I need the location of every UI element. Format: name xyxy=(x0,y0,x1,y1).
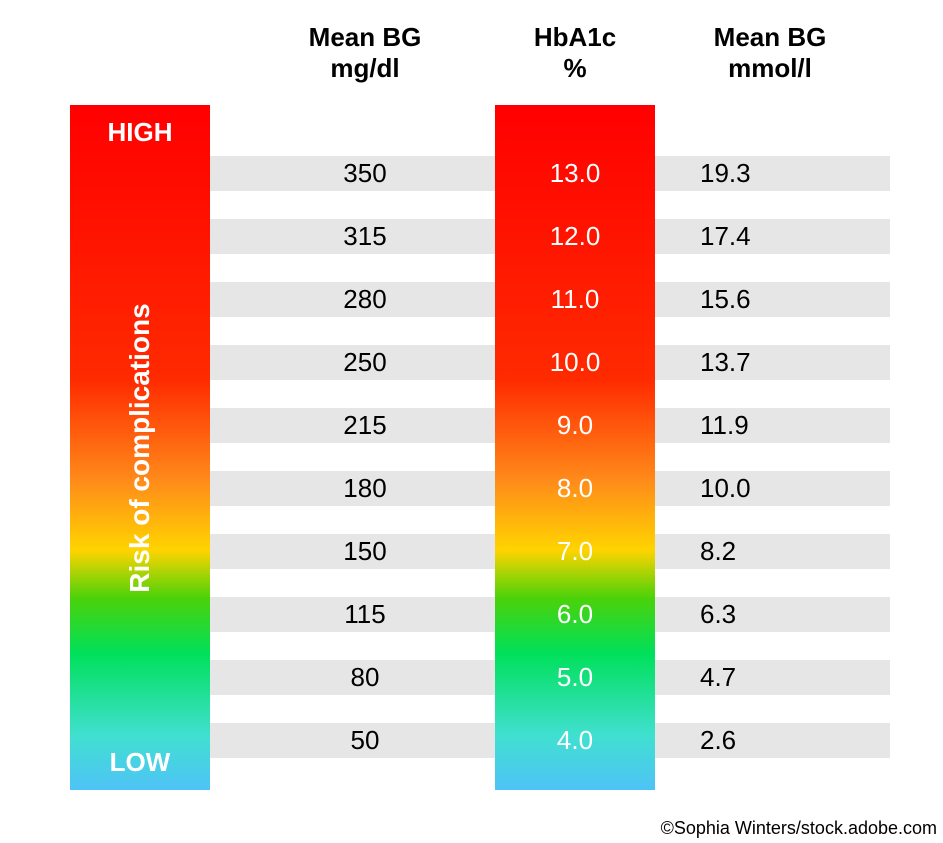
cell-mmol: 11.9 xyxy=(680,410,860,441)
cell-mgdl: 180 xyxy=(280,473,450,504)
header-mmol: Mean BG mmol/l xyxy=(680,22,860,84)
cell-mgdl: 250 xyxy=(280,347,450,378)
cell-hba1c: 12.0 xyxy=(495,221,655,252)
cell-hba1c: 10.0 xyxy=(495,347,655,378)
cell-mgdl: 315 xyxy=(280,221,450,252)
cell-mmol: 19.3 xyxy=(680,158,860,189)
header-mmol-l2: mmol/l xyxy=(680,53,860,84)
cell-mgdl: 350 xyxy=(280,158,450,189)
cell-mmol: 15.6 xyxy=(680,284,860,315)
chart-root: Mean BG mg/dl HbA1c % Mean BG mmol/l HIG… xyxy=(0,0,943,843)
cell-mgdl: 80 xyxy=(280,662,450,693)
cell-hba1c: 9.0 xyxy=(495,410,655,441)
cell-mmol: 8.2 xyxy=(680,536,860,567)
cell-mmol: 6.3 xyxy=(680,599,860,630)
header-mgdl-l1: Mean BG xyxy=(280,22,450,53)
header-hba1c-l1: HbA1c xyxy=(495,22,655,53)
cell-mgdl: 150 xyxy=(280,536,450,567)
risk-label-high: HIGH xyxy=(70,117,210,148)
header-mgdl-l2: mg/dl xyxy=(280,53,450,84)
cell-mmol: 10.0 xyxy=(680,473,860,504)
header-hba1c-l2: % xyxy=(495,53,655,84)
cell-mgdl: 280 xyxy=(280,284,450,315)
cell-mgdl: 215 xyxy=(280,410,450,441)
cell-hba1c: 13.0 xyxy=(495,158,655,189)
risk-rotated-label: Risk of complications xyxy=(124,298,156,598)
cell-mmol: 17.4 xyxy=(680,221,860,252)
risk-label-low: LOW xyxy=(70,747,210,778)
cell-hba1c: 11.0 xyxy=(495,284,655,315)
cell-hba1c: 7.0 xyxy=(495,536,655,567)
header-mgdl: Mean BG mg/dl xyxy=(280,22,450,84)
cell-mgdl: 115 xyxy=(280,599,450,630)
header-mmol-l1: Mean BG xyxy=(680,22,860,53)
cell-mmol: 4.7 xyxy=(680,662,860,693)
attribution: ©Sophia Winters/stock.adobe.com xyxy=(661,818,937,839)
cell-mmol: 2.6 xyxy=(680,725,860,756)
risk-gradient-bar: HIGH Risk of complications LOW xyxy=(70,105,210,790)
cell-mgdl: 50 xyxy=(280,725,450,756)
cell-hba1c: 5.0 xyxy=(495,662,655,693)
cell-hba1c: 6.0 xyxy=(495,599,655,630)
cell-mmol: 13.7 xyxy=(680,347,860,378)
cell-hba1c: 8.0 xyxy=(495,473,655,504)
cell-hba1c: 4.0 xyxy=(495,725,655,756)
header-hba1c: HbA1c % xyxy=(495,22,655,84)
